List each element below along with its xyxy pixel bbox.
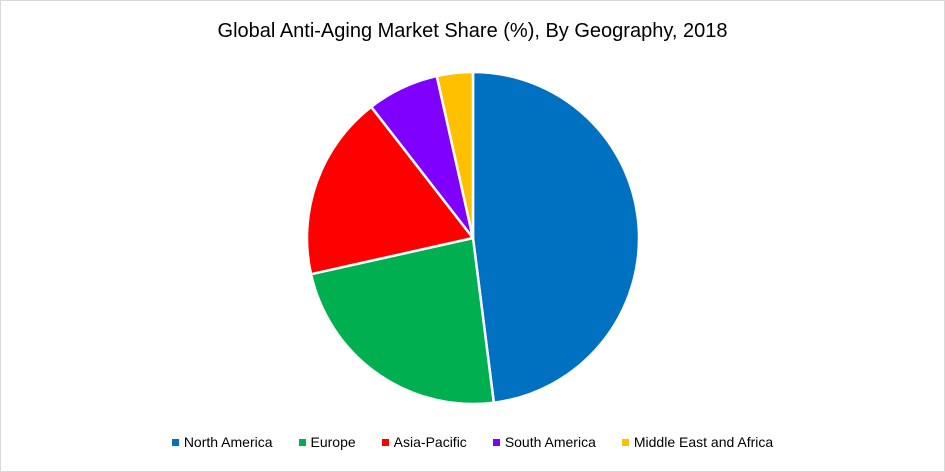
pie-slice-asia-pacific xyxy=(305,105,475,276)
legend-item-europe: Europe xyxy=(298,434,356,450)
legend-item-north-america: North America xyxy=(171,434,273,450)
legend-swatch-asia-pacific xyxy=(381,438,389,446)
pie-slice-europe xyxy=(309,236,496,406)
legend-swatch-north-america xyxy=(171,438,179,446)
legend-swatch-europe xyxy=(298,438,306,446)
legend-label: Asia-Pacific xyxy=(393,434,467,450)
chart-title: Global Anti-Aging Market Share (%), By G… xyxy=(217,20,728,42)
legend-label: South America xyxy=(504,434,596,450)
legend: North America Europe Asia-Pacific South Ame… xyxy=(1,434,944,450)
legend-item-middle-east-and-africa: Middle East and Africa xyxy=(621,434,774,450)
legend-item-asia-pacific: Asia-Pacific xyxy=(381,434,467,450)
legend-label: Europe xyxy=(310,434,356,450)
legend-label: North America xyxy=(183,434,273,450)
legend-item-south-america: South America xyxy=(492,434,596,450)
legend-swatch-middle-east-and-africa xyxy=(621,438,629,446)
legend-swatch-south-america xyxy=(492,438,500,446)
pie-slice-north-america xyxy=(471,70,641,404)
pie-slice-middle-east-and-africa xyxy=(435,70,475,240)
legend-label: Middle East and Africa xyxy=(633,434,774,450)
